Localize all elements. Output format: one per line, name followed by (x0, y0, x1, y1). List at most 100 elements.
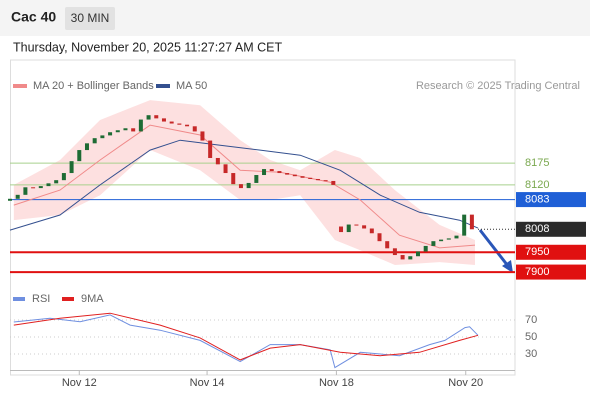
legend-swatch (13, 297, 25, 301)
legend-label: RSI (32, 293, 50, 305)
candle (377, 233, 382, 242)
candle (369, 228, 374, 234)
candle (469, 214, 474, 230)
candle (161, 118, 166, 122)
candle (462, 214, 467, 236)
candle (400, 255, 405, 260)
candle (38, 186, 43, 189)
candle (346, 224, 351, 233)
rsi-tick-label: 50 (525, 331, 537, 343)
candle (231, 173, 236, 185)
candle (431, 241, 436, 246)
candle (200, 131, 205, 141)
candle (46, 183, 51, 187)
rsi-line (13, 314, 479, 369)
candle (131, 128, 136, 132)
x-tick-label: Nov 18 (319, 377, 354, 389)
candle (439, 239, 444, 242)
rsi-tick-label: 70 (525, 314, 537, 326)
candle (169, 121, 174, 124)
source: Research © 2025 Trading Central (416, 80, 580, 92)
candle (277, 171, 282, 174)
legend-label: 9MA (81, 293, 104, 305)
candle (8, 198, 12, 201)
candle (192, 126, 197, 132)
candle (362, 225, 367, 229)
candle (23, 187, 28, 195)
candle (31, 187, 36, 189)
candle (69, 161, 74, 174)
level-label: 7950 (525, 246, 549, 258)
candle (54, 180, 59, 184)
rsi-tick-label: 30 (525, 348, 537, 360)
legend-swatch (13, 84, 27, 88)
candle (385, 241, 390, 249)
candle (154, 115, 159, 119)
candle (323, 180, 328, 182)
level-badge (516, 244, 586, 260)
candle (223, 164, 228, 174)
candle (246, 182, 251, 189)
candle (262, 169, 267, 176)
x-tick-label: Nov 12 (62, 377, 97, 389)
candle (100, 135, 105, 139)
candle (354, 224, 359, 226)
forecast-arrow (478, 229, 510, 267)
candle (84, 143, 89, 151)
candle (416, 251, 421, 257)
candle (454, 235, 459, 239)
moving-average (9, 139, 479, 231)
candle (315, 178, 320, 181)
level-label: 8175 (525, 157, 549, 169)
candle (123, 128, 128, 131)
candle (115, 130, 120, 133)
candle (215, 157, 220, 165)
x-tick-label: Nov 20 (448, 377, 483, 389)
candle (300, 176, 305, 178)
candle (446, 238, 451, 240)
bollinger-band (13, 100, 475, 265)
x-tick-label: Nov 14 (190, 377, 225, 389)
plot-frame (10, 59, 516, 376)
candle (61, 173, 66, 181)
candle (308, 177, 313, 179)
candle (285, 173, 290, 175)
level-label: 7900 (525, 266, 549, 278)
candle (408, 256, 413, 260)
subtitle: Thursday, November 20, 2025 11:27:27 AM … (13, 40, 282, 54)
candle (254, 175, 259, 183)
candle (292, 174, 297, 177)
candle (423, 245, 428, 252)
rsi-line (13, 312, 479, 361)
candle (77, 150, 82, 162)
candle (208, 140, 213, 158)
legend-label: MA 20 + Bollinger Bands (33, 80, 154, 92)
legend-label: MA 50 (176, 80, 207, 92)
moving-average (13, 124, 476, 249)
timeframe-button[interactable] (65, 7, 115, 30)
level-badge (516, 221, 586, 237)
timeframe-label[interactable]: 30 MIN (71, 11, 110, 25)
candle (238, 184, 243, 189)
candle (331, 180, 336, 185)
candle (108, 132, 113, 136)
level-label: 8008 (525, 223, 549, 235)
candle (15, 194, 20, 199)
candle (138, 119, 143, 132)
candle (269, 169, 274, 172)
legend-swatch (156, 84, 170, 88)
candle (185, 124, 190, 127)
level-label: 8120 (525, 179, 549, 191)
legend-swatch (62, 297, 74, 301)
candle (146, 115, 151, 120)
chart-title: Cac 40 (11, 9, 56, 25)
forecast-arrowhead (502, 260, 513, 273)
candle (177, 123, 182, 125)
candle (92, 138, 97, 144)
candle (339, 226, 344, 233)
level-badge (516, 264, 586, 280)
level-label: 8083 (525, 193, 549, 205)
candle (392, 248, 397, 256)
level-badge (516, 192, 586, 208)
